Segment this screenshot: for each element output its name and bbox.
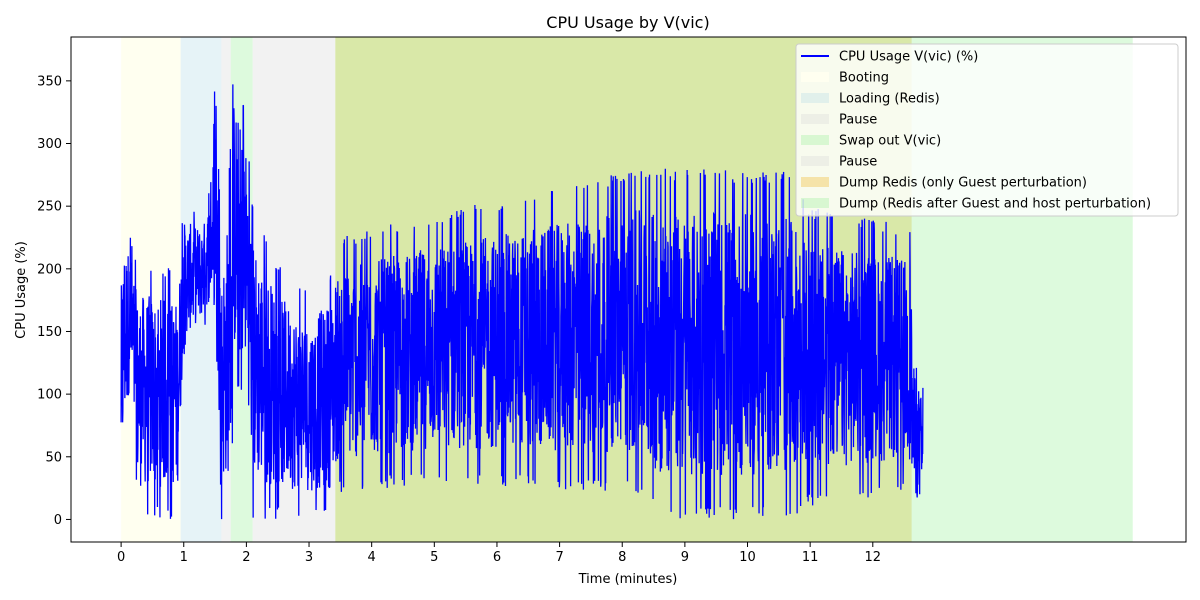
y-tick-label: 100 xyxy=(37,388,62,403)
y-tick-label: 200 xyxy=(37,262,62,277)
y-tick-label: 300 xyxy=(37,137,62,152)
legend-swatch-patch xyxy=(801,114,829,124)
y-tick-label: 350 xyxy=(37,74,62,89)
x-axis-ticks: 0 1 2 3 4 5 6 7 8 9 10 11 12 xyxy=(117,542,881,565)
legend-entry-label: Dump (Redis after Guest and host perturb… xyxy=(839,197,1151,212)
x-tick-label: 8 xyxy=(618,550,626,565)
x-tick-label: 7 xyxy=(555,550,563,565)
legend-entry-label: Pause xyxy=(839,155,877,170)
legend-swatch-patch xyxy=(801,72,829,82)
y-axis-ticks: 0 50 100 150 200 250 300 350 xyxy=(37,74,71,528)
x-tick-label: 6 xyxy=(493,550,501,565)
legend-entry-label: Swap out V(vic) xyxy=(839,134,941,149)
y-tick-label: 150 xyxy=(37,325,62,340)
x-tick-label: 9 xyxy=(681,550,689,565)
y-tick-label: 0 xyxy=(54,513,62,528)
x-tick-label: 0 xyxy=(117,550,125,565)
legend: CPU Usage V(vic) (%) Booting Loading (Redi… xyxy=(795,43,1179,217)
x-tick-label: 2 xyxy=(242,550,250,565)
x-tick-label: 5 xyxy=(430,550,438,565)
y-tick-label: 50 xyxy=(45,450,62,465)
legend-box xyxy=(795,43,1179,217)
y-tick-label: 250 xyxy=(37,200,62,215)
x-tick-label: 4 xyxy=(368,550,376,565)
series-line-cpu-usage xyxy=(120,84,924,520)
legend-swatch-patch xyxy=(801,177,829,187)
legend-entry-label: Booting xyxy=(839,71,889,86)
legend-swatch-patch xyxy=(801,135,829,145)
series-group xyxy=(120,84,924,520)
x-axis-label: Time (minutes) xyxy=(578,572,678,587)
x-tick-label: 10 xyxy=(739,550,756,565)
legend-entry-label: Loading (Redis) xyxy=(839,92,940,107)
legend-entry-label: Dump Redis (only Guest perturbation) xyxy=(839,176,1087,191)
y-axis-label: CPU Usage (%) xyxy=(14,241,29,339)
legend-swatch-patch xyxy=(801,198,829,208)
legend-swatch-patch xyxy=(801,156,829,166)
x-tick-label: 3 xyxy=(305,550,313,565)
legend-swatch-patch xyxy=(801,93,829,103)
legend-entry-label: CPU Usage V(vic) (%) xyxy=(839,50,978,65)
plot-frame xyxy=(70,36,1187,543)
chart-title: CPU Usage by V(vic) xyxy=(546,13,709,32)
x-tick-label: 11 xyxy=(802,550,819,565)
x-tick-label: 12 xyxy=(865,550,882,565)
x-tick-label: 1 xyxy=(180,550,188,565)
legend-entry-label: Pause xyxy=(839,113,877,128)
